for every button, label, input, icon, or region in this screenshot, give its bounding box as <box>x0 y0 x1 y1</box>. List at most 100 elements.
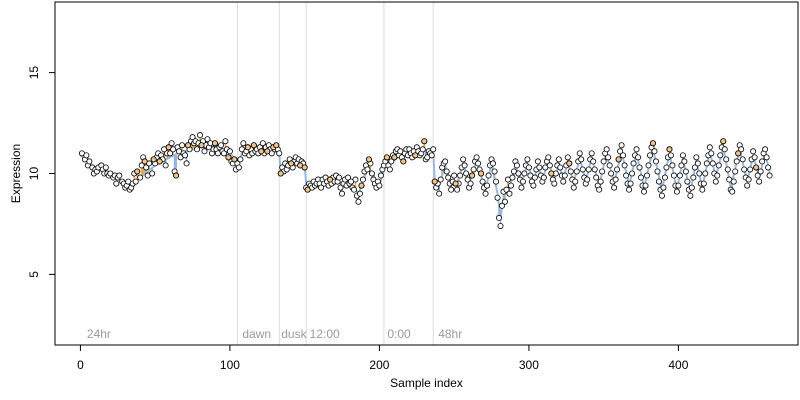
data-point-highlighted <box>250 142 257 149</box>
residual-segments <box>81 135 771 226</box>
data-point <box>763 154 770 161</box>
data-point-highlighted <box>753 164 760 171</box>
data-point-highlighted <box>264 148 271 155</box>
data-point <box>721 146 728 153</box>
data-point <box>667 152 674 159</box>
data-point-highlighted <box>231 156 238 163</box>
data-point <box>496 214 503 221</box>
data-point <box>706 144 713 151</box>
data-point <box>530 182 537 189</box>
data-point <box>442 158 449 165</box>
data-point <box>597 178 604 185</box>
data-point <box>493 178 500 185</box>
data-point <box>688 184 695 191</box>
data-point-highlighted <box>478 170 485 177</box>
data-point <box>691 164 698 171</box>
data-point <box>445 174 452 181</box>
data-point <box>137 174 144 181</box>
data-point <box>579 166 586 173</box>
data-point-highlighted <box>469 172 476 179</box>
data-point <box>629 170 636 177</box>
data-point <box>729 188 736 195</box>
data-point <box>588 150 595 157</box>
data-point-highlighted <box>141 158 148 165</box>
data-point <box>518 184 525 191</box>
data-point <box>654 168 661 175</box>
data-point <box>259 140 266 147</box>
data-point <box>506 190 513 197</box>
data-point <box>638 174 645 181</box>
data-point-highlighted <box>383 154 390 161</box>
data-point <box>437 176 444 183</box>
data-point <box>759 158 766 165</box>
data-point <box>645 162 652 169</box>
data-point <box>551 180 558 187</box>
data-point-highlighted <box>211 140 218 147</box>
data-point <box>567 168 574 175</box>
data-point-highlighted <box>666 146 673 153</box>
data-point <box>513 162 520 169</box>
data-point <box>531 174 538 181</box>
data-point <box>220 150 227 157</box>
data-point <box>461 162 468 169</box>
data-point-highlighted <box>273 142 280 149</box>
data-points <box>78 132 773 229</box>
data-point <box>679 152 686 159</box>
data-point <box>765 164 772 171</box>
data-point <box>376 182 383 189</box>
data-point <box>693 154 700 161</box>
data-point <box>596 186 603 193</box>
data-point <box>197 132 204 139</box>
data-point <box>345 174 352 181</box>
annotation-label: dawn <box>242 327 271 341</box>
annotation-label: 12:00 <box>310 327 340 341</box>
data-point-highlighted <box>720 138 727 145</box>
data-point-highlighted <box>304 186 311 193</box>
data-point <box>660 184 667 191</box>
data-point <box>194 146 201 153</box>
data-point <box>564 154 571 161</box>
data-point <box>473 154 480 161</box>
data-point <box>491 168 498 175</box>
data-point <box>676 172 683 179</box>
data-point <box>545 154 552 161</box>
data-point <box>364 166 371 173</box>
data-point <box>460 156 467 163</box>
data-point <box>561 172 568 179</box>
data-point <box>661 174 668 181</box>
data-point <box>463 170 470 177</box>
data-point <box>590 158 597 165</box>
data-point <box>451 172 458 179</box>
data-point <box>754 172 761 179</box>
data-point <box>606 162 613 169</box>
data-point <box>240 140 247 147</box>
data-point <box>633 146 640 153</box>
data-point <box>464 176 471 183</box>
data-point <box>443 168 450 175</box>
data-point <box>436 190 443 197</box>
data-point <box>479 178 486 185</box>
data-point <box>612 176 619 183</box>
data-point <box>143 164 150 171</box>
data-point <box>497 222 504 229</box>
data-point <box>524 156 531 163</box>
data-point <box>608 170 615 177</box>
data-point <box>623 172 630 179</box>
y-axis-label: Expression <box>9 144 23 203</box>
data-point <box>454 186 461 193</box>
data-point <box>757 168 764 175</box>
data-point <box>318 184 325 191</box>
data-point <box>670 172 677 179</box>
data-point-highlighted <box>566 160 573 167</box>
data-point <box>540 174 547 181</box>
data-point <box>724 166 731 173</box>
data-point <box>482 190 489 197</box>
data-point <box>388 158 395 165</box>
data-point <box>585 166 592 173</box>
data-point <box>485 172 492 179</box>
data-point <box>618 142 625 149</box>
data-point-highlighted <box>173 172 180 179</box>
data-point <box>448 186 455 193</box>
data-point-highlighted <box>150 156 157 163</box>
data-point <box>617 148 624 155</box>
